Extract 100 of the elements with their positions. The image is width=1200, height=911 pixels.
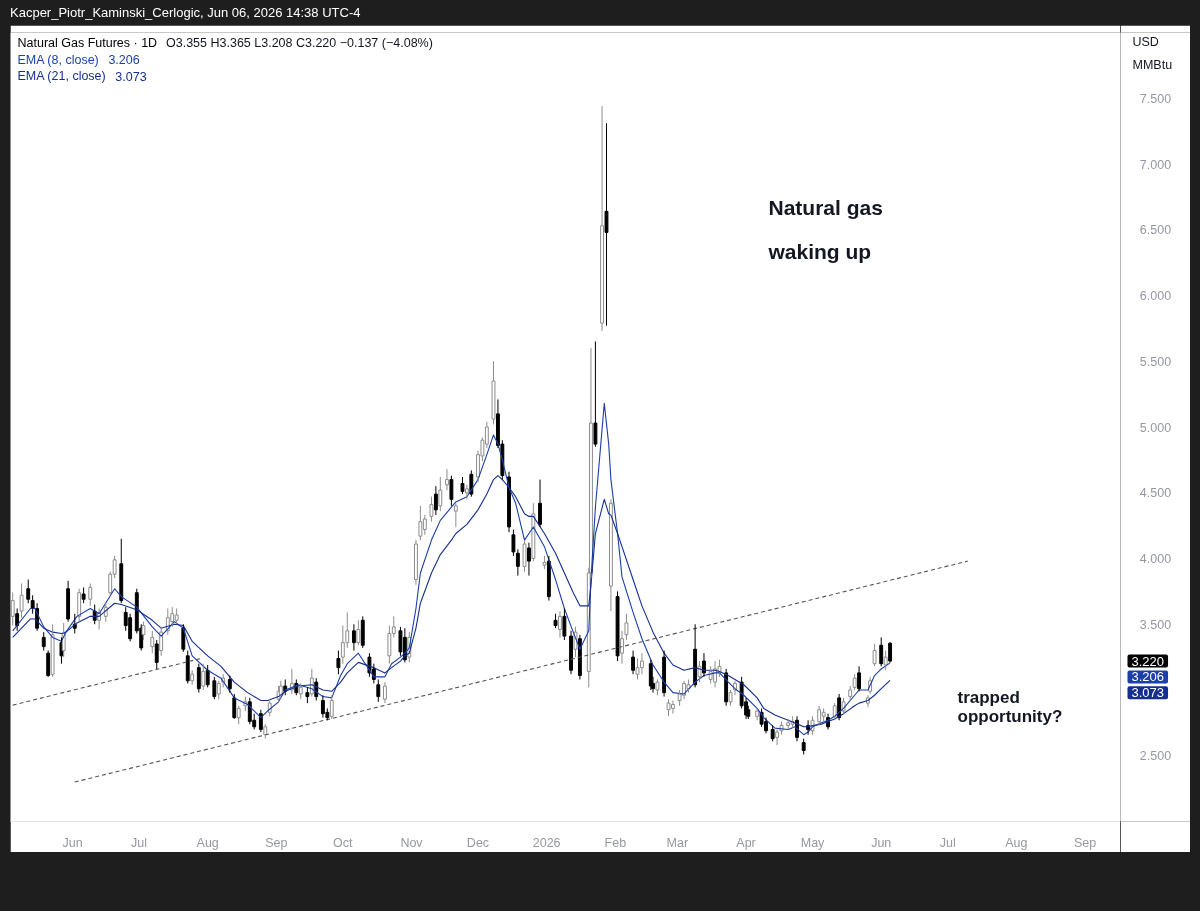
x-tick-label: Jun bbox=[62, 835, 83, 850]
candlestick bbox=[615, 590, 620, 662]
candlestick bbox=[190, 669, 195, 686]
candlestick bbox=[527, 542, 531, 577]
y-tick-label: 6.500 bbox=[1139, 223, 1172, 238]
candlestick bbox=[746, 705, 751, 720]
candlestick bbox=[631, 650, 636, 675]
y-tick-label: 5.500 bbox=[1139, 354, 1172, 369]
candlestick bbox=[88, 582, 93, 607]
candlestick bbox=[569, 630, 573, 675]
candlestick bbox=[546, 555, 551, 602]
candlestick bbox=[263, 723, 268, 740]
x-tick-label: Sep bbox=[265, 835, 288, 850]
candlestick bbox=[832, 702, 837, 721]
candlestick bbox=[460, 476, 465, 495]
candlestick bbox=[511, 529, 516, 557]
candlestick bbox=[562, 607, 567, 641]
y-tick-label: 2.500 bbox=[1139, 749, 1172, 764]
candlestick bbox=[693, 623, 698, 688]
candlestick bbox=[201, 663, 206, 691]
candlestick bbox=[697, 660, 702, 683]
candlestick bbox=[398, 626, 403, 657]
x-tick-label: Jun bbox=[871, 835, 892, 850]
y-axis-title: USD MMBtu bbox=[1132, 35, 1173, 73]
candlestick bbox=[604, 122, 609, 327]
candlestick bbox=[19, 582, 24, 619]
candlestick bbox=[66, 580, 71, 623]
text: 3.220 bbox=[1131, 653, 1165, 669]
candlestick bbox=[320, 694, 325, 719]
candlestick bbox=[801, 738, 806, 755]
candlestick bbox=[159, 626, 164, 657]
annotation: Natural gas bbox=[768, 195, 883, 219]
x-tick-label: Aug bbox=[1005, 835, 1028, 850]
candlestick bbox=[558, 610, 562, 638]
text: 3.073 bbox=[1131, 685, 1165, 701]
candlestick bbox=[821, 707, 826, 723]
chart-subtitle: O3.355 H3.365 L3.208 C3.220 −0.137 (−4.08%) bbox=[166, 36, 433, 51]
text: 3.206 bbox=[1131, 669, 1165, 685]
x-tick-label: Mar bbox=[666, 835, 689, 850]
candlestick bbox=[857, 665, 861, 692]
candlestick bbox=[154, 639, 159, 670]
x-tick-label: Aug bbox=[196, 835, 219, 850]
candlestick bbox=[360, 615, 365, 649]
text: Natural Gas Futures · 1D bbox=[17, 36, 158, 51]
candlestick bbox=[418, 505, 423, 541]
x-tick-label: Oct bbox=[333, 835, 354, 850]
candlestick bbox=[128, 613, 133, 642]
candlestick bbox=[453, 502, 458, 528]
candlestick bbox=[445, 468, 449, 491]
candlestick bbox=[26, 579, 31, 604]
annotation: 3.073 bbox=[115, 69, 147, 84]
candlestick bbox=[196, 663, 201, 694]
candlestick bbox=[817, 705, 822, 727]
candlestick bbox=[888, 642, 893, 664]
y-tick-label: 3.500 bbox=[1139, 617, 1172, 632]
annotation: waking up bbox=[767, 240, 872, 264]
candlestick bbox=[507, 471, 511, 533]
candlestick bbox=[429, 496, 434, 523]
candlestick bbox=[755, 707, 760, 721]
candlestick bbox=[608, 498, 613, 612]
candlestick bbox=[170, 606, 175, 628]
candlestick bbox=[174, 607, 179, 625]
candlestick bbox=[635, 657, 640, 680]
candlestick bbox=[728, 689, 733, 707]
candlestick bbox=[50, 623, 55, 678]
candlestick bbox=[81, 586, 86, 604]
candlestick bbox=[376, 678, 381, 703]
candlestick bbox=[433, 485, 438, 516]
candlestick bbox=[298, 682, 303, 700]
candlestick bbox=[382, 681, 387, 704]
x-tick-label: 2026 bbox=[532, 835, 561, 850]
candlestick bbox=[848, 685, 853, 702]
annotation: 3.206 bbox=[108, 53, 140, 68]
candlestick bbox=[329, 694, 334, 720]
x-tick-label: Apr bbox=[736, 835, 756, 850]
candlestick bbox=[538, 479, 542, 528]
candlestick bbox=[449, 475, 454, 507]
text: Kacper_Piotr_Kaminski_Cerlogic, Jun 06, 2026 14:38 UTC-4 bbox=[10, 4, 361, 22]
x-tick-label: Dec bbox=[466, 835, 490, 850]
y-tick-label: 4.000 bbox=[1139, 552, 1172, 566]
x-tick-label: May bbox=[800, 835, 826, 850]
candlestick bbox=[438, 476, 443, 512]
candlestick bbox=[491, 360, 496, 425]
candlestick bbox=[655, 678, 660, 696]
candlestick bbox=[662, 650, 667, 698]
annotation: opportunity? bbox=[957, 706, 1063, 726]
candlestick bbox=[600, 105, 604, 332]
candlestick bbox=[852, 673, 857, 691]
y-tick-label: 4.500 bbox=[1139, 486, 1172, 501]
candlestick bbox=[340, 625, 345, 665]
candlestick bbox=[30, 594, 35, 615]
y-tick-label: 5.000 bbox=[1139, 420, 1172, 435]
candlestick bbox=[351, 623, 356, 652]
candlestick bbox=[775, 728, 780, 746]
x-tick-label: Jul bbox=[939, 835, 956, 850]
x-tick-label: Jul bbox=[131, 835, 147, 850]
y-tick-label: 7.500 bbox=[1139, 91, 1172, 106]
x-tick-label: Feb bbox=[604, 835, 627, 850]
candlestick bbox=[593, 341, 598, 448]
candlestick bbox=[422, 514, 427, 536]
